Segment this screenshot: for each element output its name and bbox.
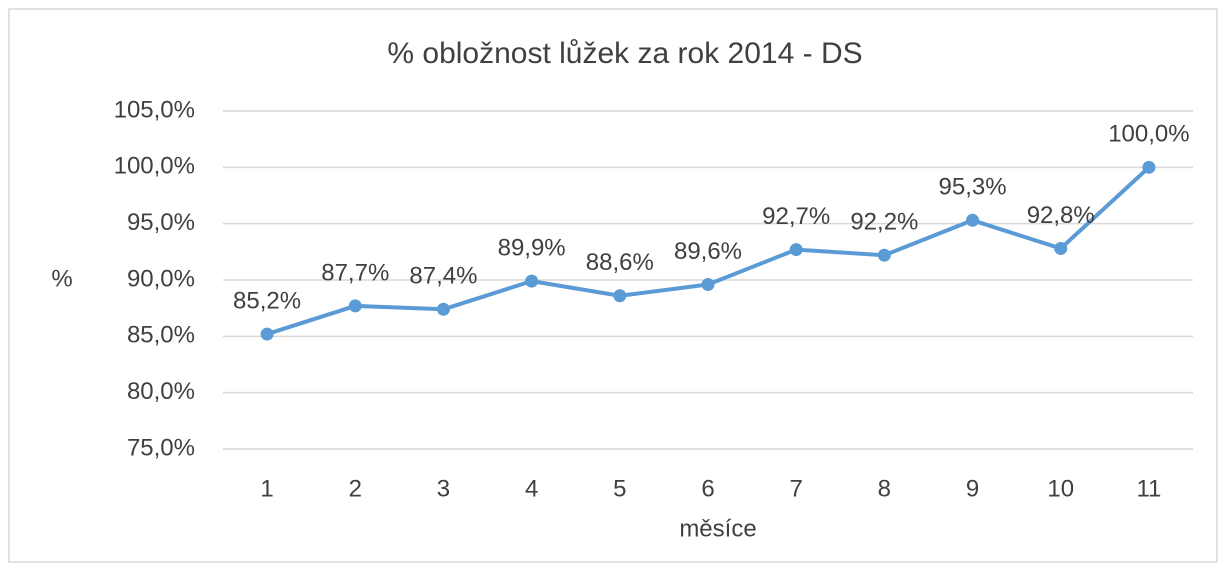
data-label: 87,4% xyxy=(409,263,477,290)
chart-title: % obložnost lůžek za rok 2014 - DS xyxy=(387,37,862,70)
y-tick-label: 75,0% xyxy=(127,434,195,461)
y-tick-label: 85,0% xyxy=(127,322,195,349)
data-label: 92,8% xyxy=(1027,202,1095,229)
x-axis-label: měsíce xyxy=(679,515,756,542)
x-tick-label: 11 xyxy=(1136,475,1161,502)
data-label: 95,3% xyxy=(939,174,1007,201)
x-tick-label: 4 xyxy=(525,475,538,502)
data-label: 85,2% xyxy=(233,287,301,314)
x-tick-label: 5 xyxy=(613,475,626,502)
y-tick-label: 80,0% xyxy=(127,378,195,405)
chart-border xyxy=(8,8,1218,563)
y-tick-label: 105,0% xyxy=(114,96,195,123)
y-tick-label: 95,0% xyxy=(127,209,195,236)
data-label: 89,9% xyxy=(498,234,566,261)
data-label: 88,6% xyxy=(586,249,654,276)
data-label: 92,7% xyxy=(762,203,830,230)
marker xyxy=(1142,160,1156,174)
data-label: 89,6% xyxy=(674,238,742,265)
data-label: 87,7% xyxy=(321,259,389,286)
marker xyxy=(1054,241,1068,255)
marker xyxy=(260,327,274,341)
x-tick-label: 3 xyxy=(437,475,450,502)
data-label: 92,2% xyxy=(850,209,918,236)
x-tick-label: 9 xyxy=(966,475,979,502)
marker xyxy=(701,278,715,292)
y-axis-label: % xyxy=(51,265,72,292)
marker xyxy=(525,274,539,288)
marker xyxy=(348,299,362,313)
x-tick-label: 2 xyxy=(349,475,362,502)
x-tick-label: 6 xyxy=(701,475,714,502)
y-tick-label: 100,0% xyxy=(114,153,195,180)
x-tick-label: 7 xyxy=(790,475,803,502)
marker xyxy=(789,243,803,257)
x-tick-label: 10 xyxy=(1047,475,1074,502)
data-label: 100,0% xyxy=(1108,121,1189,148)
y-tick-label: 90,0% xyxy=(127,265,195,292)
x-tick-label: 1 xyxy=(260,475,273,502)
x-tick-label: 8 xyxy=(878,475,891,502)
marker xyxy=(966,213,980,227)
marker xyxy=(436,302,450,316)
marker xyxy=(613,289,627,303)
marker xyxy=(877,248,891,262)
